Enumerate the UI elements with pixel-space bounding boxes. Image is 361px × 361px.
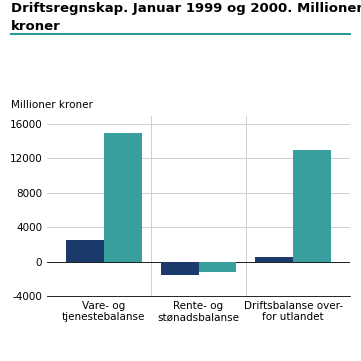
Text: Millioner kroner: Millioner kroner bbox=[11, 100, 93, 110]
Bar bbox=[199, 262, 236, 272]
Text: kroner: kroner bbox=[11, 20, 61, 33]
Text: Driftsregnskap. Januar 1999 og 2000. Millioner: Driftsregnskap. Januar 1999 og 2000. Mil… bbox=[11, 2, 361, 15]
Bar bbox=[293, 150, 331, 262]
Bar bbox=[161, 262, 199, 274]
Bar bbox=[256, 257, 293, 262]
Bar bbox=[104, 133, 142, 262]
Bar bbox=[66, 240, 104, 262]
